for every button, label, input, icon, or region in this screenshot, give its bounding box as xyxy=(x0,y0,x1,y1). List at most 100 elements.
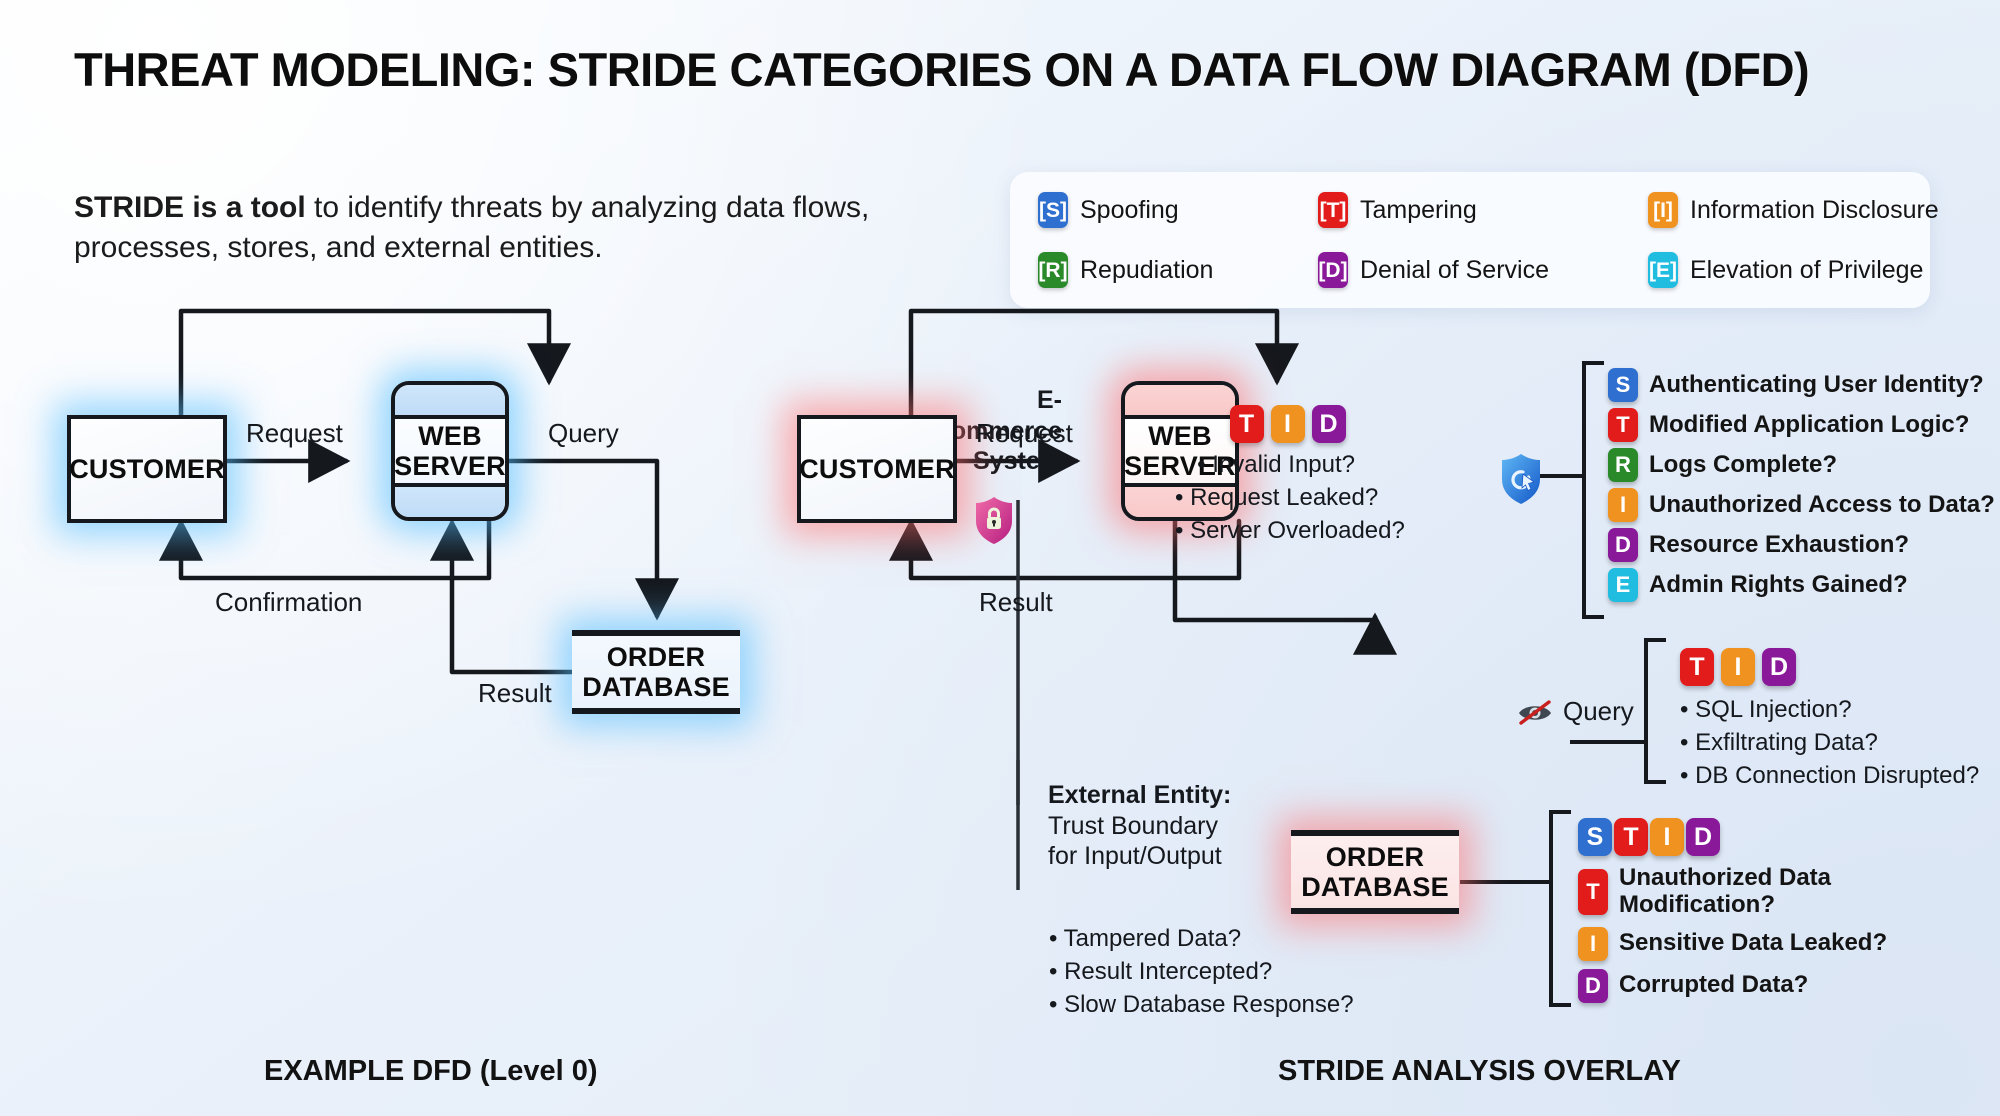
left-node-web-server[interactable]: WEB SERVER xyxy=(391,381,509,521)
stride-row-information-disclosure: I Unauthorized Access to Data? xyxy=(1608,488,1995,522)
badge-d-icon: D xyxy=(1311,405,1346,443)
order-db-text-information-disclosure: Sensitive Data Leaked? xyxy=(1619,929,1888,957)
order-db-row-tampering: T Unauthorized Data Modification? xyxy=(1578,864,1887,919)
right-flow-label-request: Request xyxy=(976,418,1073,448)
right-node-customer[interactable]: CUSTOMER xyxy=(797,415,957,523)
left-flow-label-request: Request xyxy=(246,418,343,448)
request-flow-threat-bullets: • Invalid Input? • Request Leaked? • Ser… xyxy=(1175,449,1405,547)
query-threats-bracket xyxy=(1644,638,1666,784)
left-flow-label-confirmation: Confirmation xyxy=(215,587,363,617)
order-db-badge-row: S T I D xyxy=(1578,818,1887,856)
legend-item-tampering: [T] Tampering xyxy=(1318,192,1648,228)
badge-i-icon: I xyxy=(1721,648,1755,686)
stride-text-denial-of-service: Resource Exhaustion? xyxy=(1649,530,1910,558)
threat-bullet: • DB Connection Disrupted? xyxy=(1680,761,1980,789)
badge-r-icon: R xyxy=(1608,448,1638,482)
left-panel-caption: EXAMPLE DFD (Level 0) xyxy=(264,1055,598,1087)
stride-row-spoofing: S Authenticating User Identity? xyxy=(1608,368,1995,402)
badge-e-icon: E xyxy=(1608,568,1638,602)
left-flow-confirmation xyxy=(158,518,492,581)
order-db-text-tampering: Unauthorized Data Modification? xyxy=(1619,864,1832,918)
badge-i-icon: I xyxy=(1608,488,1638,522)
stride-text-repudiation: Logs Complete? xyxy=(1649,450,1838,478)
order-db-row-information-disclosure: I Sensitive Data Leaked? xyxy=(1578,926,1888,961)
badge-i-icon: I xyxy=(1650,818,1684,856)
query-flow-threat-badges: T I D xyxy=(1680,648,1979,686)
legend-item-denial-of-service: [D] Denial of Service xyxy=(1318,252,1648,288)
left-flow-query xyxy=(506,458,680,621)
badge-d-icon: D xyxy=(1608,528,1638,562)
legend-badge-i-icon: [I] xyxy=(1648,192,1678,228)
badge-t-icon: T xyxy=(1578,868,1608,915)
legend-badge-t-icon: [T] xyxy=(1318,192,1348,228)
legend-badge-e-icon: [E] xyxy=(1648,252,1678,288)
threat-bullet: • Invalid Input? xyxy=(1197,451,1355,478)
badge-t-icon: T xyxy=(1614,818,1648,856)
legend-badge-d-icon: [D] xyxy=(1318,252,1348,288)
subtitle-bold-lead: STRIDE is a tool xyxy=(74,191,306,224)
stride-text-spoofing: Authenticating User Identity? xyxy=(1649,370,1984,398)
shield-cursor-icon xyxy=(1502,454,1540,504)
threat-bullet: • SQL Injection? xyxy=(1680,696,1852,723)
page-title: THREAT MODELING: STRIDE CATEGORIES ON A … xyxy=(74,43,1810,96)
order-db-threats-bracket xyxy=(1549,810,1571,1007)
legend-label-elevation-of-privilege: Elevation of Privilege xyxy=(1690,255,1924,284)
threat-bullet: • Exfiltrating Data? xyxy=(1680,728,1878,756)
threat-bullet: • Request Leaked? xyxy=(1175,483,1379,511)
stride-row-elevation-of-privilege: E Admin Rights Gained? xyxy=(1608,568,1995,602)
badge-s-icon: S xyxy=(1578,818,1612,856)
stride-legend: [S] Spoofing [T] Tampering [I] Informati… xyxy=(1010,172,1939,308)
right-flow-label-result: Result xyxy=(979,587,1053,617)
left-flow-label-query: Query xyxy=(548,418,619,448)
order-db-threats: S T I D T Unauthorized Data Modification… xyxy=(1578,818,1887,1003)
order-db-text-denial-of-service: Corrupted Data? xyxy=(1619,971,1809,999)
left-node-customer[interactable]: CUSTOMER xyxy=(67,415,227,523)
request-flow-threat-badges: T I D xyxy=(1220,405,1355,443)
eye-slash-icon xyxy=(1519,700,1551,725)
subtitle-rest: to identify threats by analyzing data fl… xyxy=(74,191,870,264)
right-panel-caption: STRIDE ANALYSIS OVERLAY xyxy=(1278,1055,1681,1087)
external-entity-note: External Entity: Trust Boundary for Inpu… xyxy=(1048,781,1232,870)
legend-label-denial-of-service: Denial of Service xyxy=(1360,255,1549,284)
web-server-stride-list: S Authenticating User Identity? T Modifi… xyxy=(1608,368,1995,602)
stride-text-elevation-of-privilege: Admin Rights Gained? xyxy=(1649,570,1908,598)
legend-label-information-disclosure: Information Disclosure xyxy=(1690,195,1939,224)
legend-item-elevation-of-privilege: [E] Elevation of Privilege xyxy=(1648,252,1939,288)
right-node-web-server-label: WEB SERVER xyxy=(1124,420,1236,481)
right-node-order-database[interactable]: ORDER DATABASE xyxy=(1291,830,1459,914)
right-node-customer-label: CUSTOMER xyxy=(799,453,955,484)
legend-label-spoofing: Spoofing xyxy=(1080,195,1179,224)
left-node-web-server-label: WEB SERVER xyxy=(394,420,506,481)
left-node-customer-label: CUSTOMER xyxy=(69,453,225,484)
left-node-order-database-label: ORDER DATABASE xyxy=(582,641,730,702)
order-db-stride-list: T Unauthorized Data Modification? I Sens… xyxy=(1578,864,1888,1003)
right-node-order-database-label: ORDER DATABASE xyxy=(1301,841,1449,902)
request-flow-threats: T I D • Invalid Input? • Request Leaked?… xyxy=(1175,405,1405,547)
query-flow-threat-bullets: • SQL Injection? • Exfiltrating Data? • … xyxy=(1680,694,1979,792)
page-subtitle: STRIDE is a tool to identify threats by … xyxy=(74,188,894,267)
stride-text-tampering: Modified Application Logic? xyxy=(1649,410,1970,438)
stride-row-repudiation: R Logs Complete? xyxy=(1608,448,1995,482)
badge-t-icon: T xyxy=(1608,408,1638,442)
legend-item-repudiation: [R] Repudiation xyxy=(1038,252,1318,288)
left-node-order-database[interactable]: ORDER DATABASE xyxy=(572,630,740,714)
stride-row-denial-of-service: D Resource Exhaustion? xyxy=(1608,528,1995,562)
badge-s-icon: S xyxy=(1608,368,1638,402)
badge-t-icon: T xyxy=(1229,405,1264,443)
left-flow-label-result: Result xyxy=(478,678,552,708)
legend-item-information-disclosure: [I] Information Disclosure xyxy=(1648,192,1939,228)
threat-bullet: • Slow Database Response? xyxy=(1049,990,1354,1018)
badge-d-icon: D xyxy=(1578,968,1608,1003)
shield-lock-icon xyxy=(976,497,1012,544)
order-db-threat-bullets: • Tampered Data? • Result Intercepted? •… xyxy=(1049,922,1354,1021)
legend-item-spoofing: [S] Spoofing xyxy=(1038,192,1318,228)
threat-bullet: • Tampered Data? xyxy=(1049,925,1242,952)
right-flow-label-query: Query xyxy=(1563,696,1634,726)
legend-badge-r-icon: [R] xyxy=(1038,252,1068,288)
stride-row-tampering: T Modified Application Logic? xyxy=(1608,408,1995,442)
threat-bullet: • Result Intercepted? xyxy=(1049,957,1273,985)
right-node-web-server[interactable]: WEB SERVER xyxy=(1121,381,1239,521)
order-db-row-denial-of-service: D Corrupted Data? xyxy=(1578,968,1887,1003)
badge-d-icon: D xyxy=(1762,648,1796,686)
